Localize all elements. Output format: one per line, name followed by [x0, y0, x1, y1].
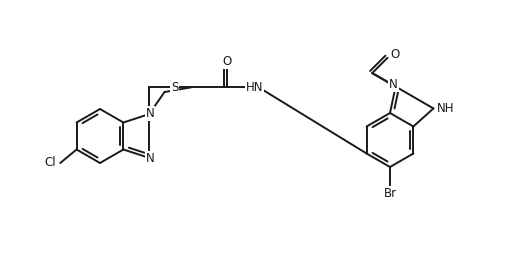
Text: N: N: [146, 152, 155, 165]
Text: Cl: Cl: [45, 157, 56, 169]
Text: O: O: [223, 55, 232, 68]
Text: HN: HN: [246, 81, 263, 94]
Text: N: N: [389, 78, 398, 91]
Text: S: S: [171, 81, 178, 94]
Text: N: N: [146, 107, 155, 120]
Text: Br: Br: [383, 187, 397, 200]
Text: O: O: [390, 48, 399, 61]
Text: NH: NH: [436, 102, 454, 115]
